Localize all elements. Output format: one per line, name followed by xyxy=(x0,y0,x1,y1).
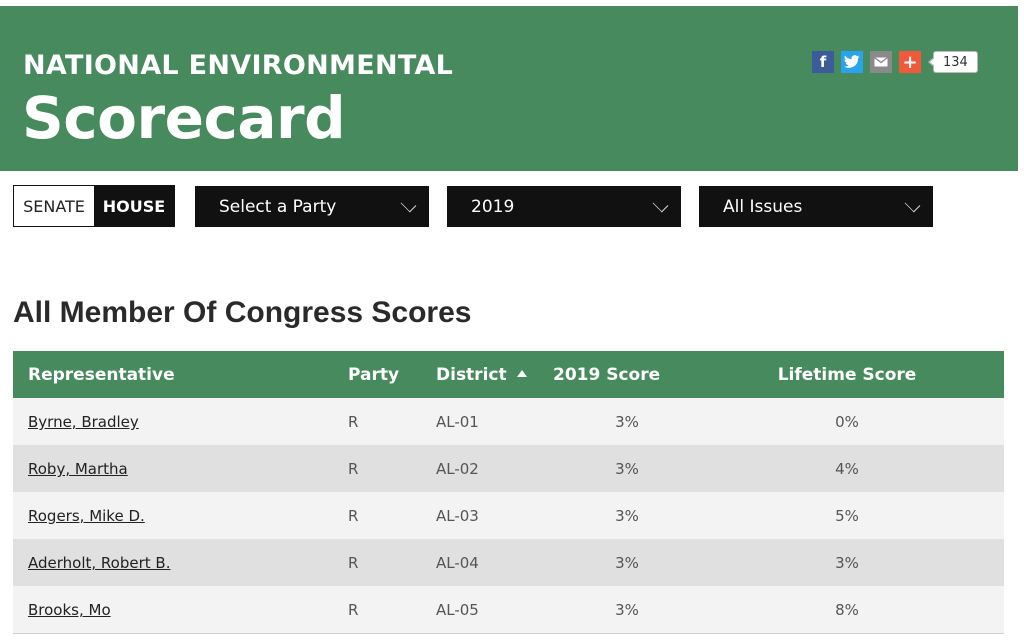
representative-link[interactable]: Roby, Martha xyxy=(28,460,128,478)
lifetime-score-cell: 8% xyxy=(835,601,859,619)
brand-title-scorecard: Scorecard xyxy=(22,84,346,152)
district-cell: AL-01 xyxy=(436,413,479,431)
site-header: NATIONAL ENVIRONMENTAL Scorecard f + 134 xyxy=(0,6,1018,171)
year-score-cell: 3% xyxy=(615,460,639,478)
brand-title-line1: NATIONAL ENVIRONMENTAL xyxy=(23,50,454,81)
column-header-party[interactable]: Party xyxy=(348,365,400,385)
party-cell: R xyxy=(348,507,359,525)
district-cell: AL-05 xyxy=(436,601,479,619)
district-cell: AL-04 xyxy=(436,554,479,572)
section-title: All Member Of Congress Scores xyxy=(13,296,472,329)
table-row: Byrne, Bradley R AL-01 3% 0% xyxy=(13,398,1004,445)
table-header: Representative Party District 2019 Score… xyxy=(13,351,1004,398)
chevron-down-icon xyxy=(400,196,417,213)
lifetime-score-cell: 3% xyxy=(835,554,859,572)
house-toggle-button[interactable]: HOUSE xyxy=(94,186,174,226)
column-header-representative[interactable]: Representative xyxy=(28,365,175,385)
column-header-lifetime-score[interactable]: Lifetime Score xyxy=(777,365,917,385)
year-score-cell: 3% xyxy=(615,413,639,431)
table-row: Aderholt, Robert B. R AL-04 3% 3% xyxy=(13,539,1004,586)
lifetime-score-cell: 4% xyxy=(835,460,859,478)
year-select[interactable]: 2019 xyxy=(447,186,681,227)
scores-table: Representative Party District 2019 Score… xyxy=(13,351,1004,633)
facebook-icon[interactable]: f xyxy=(812,51,834,73)
sort-ascending-icon xyxy=(516,370,527,377)
table-row: Brooks, Mo R AL-05 3% 8% xyxy=(13,586,1004,633)
representative-link[interactable]: Aderholt, Robert B. xyxy=(28,554,171,572)
share-count: 134 xyxy=(928,51,978,73)
chevron-down-icon xyxy=(904,196,921,213)
table-row: Rogers, Mike D. R AL-03 3% 5% xyxy=(13,492,1004,539)
table-bottom-divider xyxy=(13,633,1004,634)
issues-select-value: All Issues xyxy=(723,196,803,217)
party-select-value: Select a Party xyxy=(219,196,337,217)
year-select-value: 2019 xyxy=(471,196,515,217)
table-row: Roby, Martha R AL-02 3% 4% xyxy=(13,445,1004,492)
plus-icon[interactable]: + xyxy=(899,51,921,73)
column-header-year-score[interactable]: 2019 Score xyxy=(553,365,661,385)
year-score-cell: 3% xyxy=(615,507,639,525)
lifetime-score-cell: 0% xyxy=(835,413,859,431)
senate-toggle-button[interactable]: SENATE xyxy=(14,186,94,226)
twitter-icon[interactable] xyxy=(841,51,863,73)
year-score-cell: 3% xyxy=(615,601,639,619)
chevron-down-icon xyxy=(652,196,669,213)
share-bar: f + 134 xyxy=(812,51,978,73)
chamber-toggle: SENATE HOUSE xyxy=(13,185,175,227)
email-icon[interactable] xyxy=(870,51,892,73)
party-cell: R xyxy=(348,413,359,431)
representative-link[interactable]: Byrne, Bradley xyxy=(28,413,139,431)
district-cell: AL-03 xyxy=(436,507,479,525)
column-header-district-label: District xyxy=(436,365,507,385)
party-cell: R xyxy=(348,460,359,478)
party-select[interactable]: Select a Party xyxy=(195,186,429,227)
party-cell: R xyxy=(348,554,359,572)
year-score-cell: 3% xyxy=(615,554,639,572)
district-cell: AL-02 xyxy=(436,460,479,478)
column-header-district[interactable]: District xyxy=(436,365,527,385)
representative-link[interactable]: Rogers, Mike D. xyxy=(28,507,145,525)
party-cell: R xyxy=(348,601,359,619)
issues-select[interactable]: All Issues xyxy=(699,186,933,227)
lifetime-score-cell: 5% xyxy=(835,507,859,525)
representative-link[interactable]: Brooks, Mo xyxy=(28,601,111,619)
